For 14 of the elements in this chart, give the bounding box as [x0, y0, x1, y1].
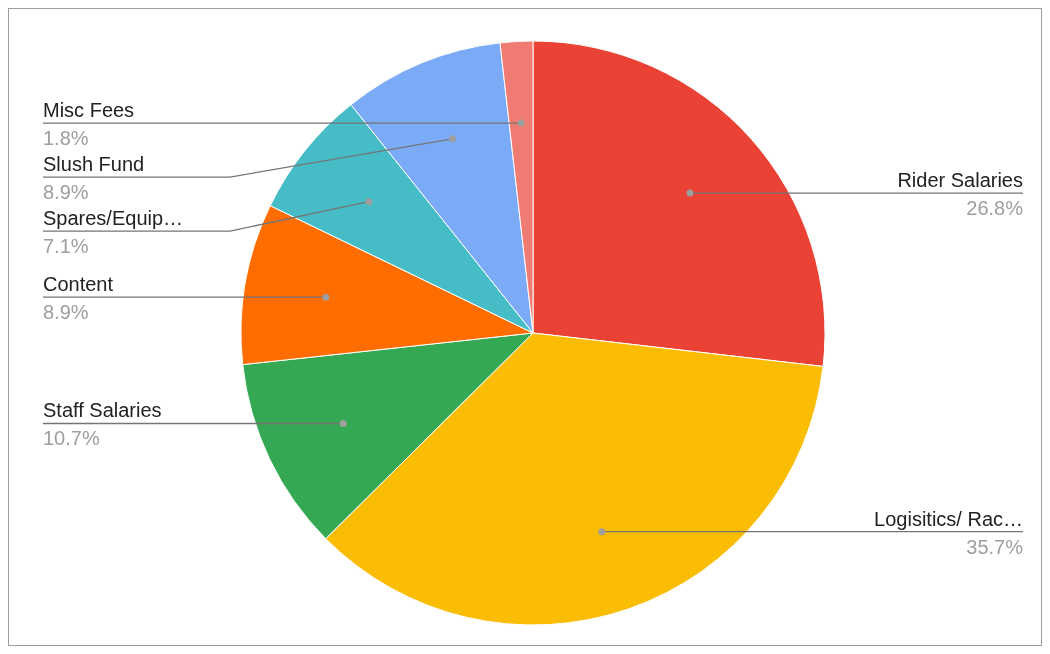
data-label: 8.9% — [43, 181, 89, 204]
slice-label: Logisitics/ Rac… — [874, 507, 1023, 530]
data-label: 7.1% — [43, 235, 89, 258]
data-label: 10.7% — [43, 427, 100, 450]
data-label: 1.8% — [43, 127, 89, 150]
slice-label: Spares/Equip… — [43, 207, 184, 230]
data-label: 8.9% — [43, 301, 89, 324]
data-label: 35.7% — [966, 535, 1024, 558]
slice-label: Rider Salaries — [897, 169, 1023, 192]
slice-label: Slush Fund — [43, 153, 145, 176]
data-label: 26.8% — [966, 197, 1024, 220]
slice-label: Misc Fees — [43, 99, 135, 122]
slice-label: Staff Salaries — [43, 399, 162, 422]
slice-label: Content — [43, 273, 114, 296]
